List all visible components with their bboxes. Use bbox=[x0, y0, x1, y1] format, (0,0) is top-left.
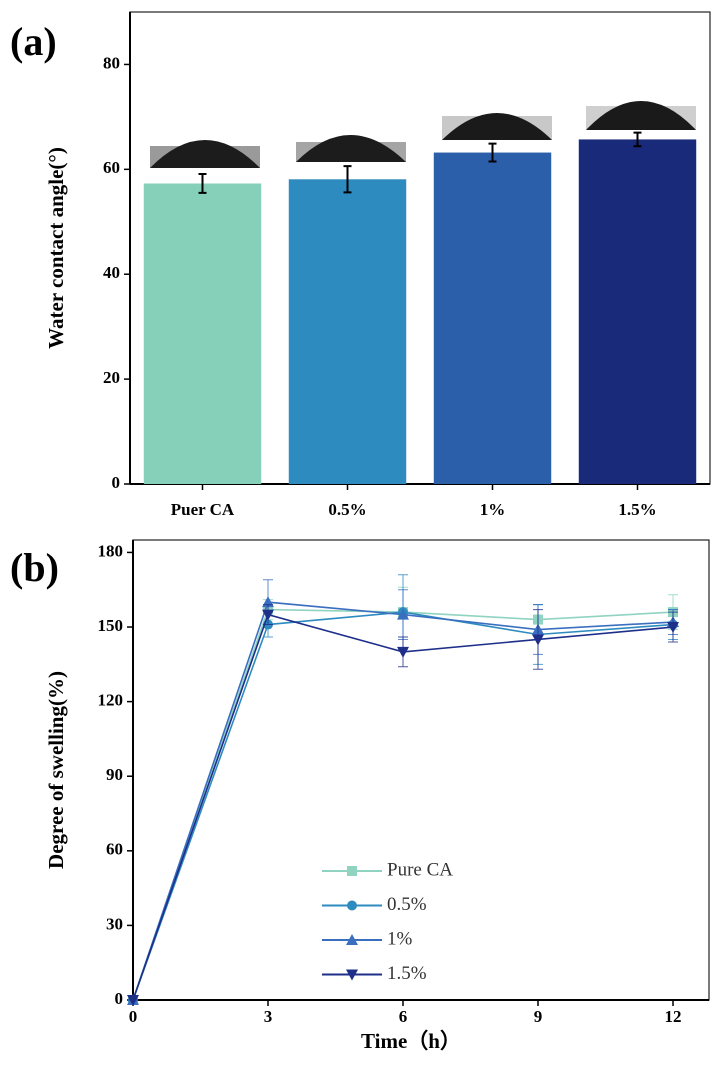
legend-marker bbox=[347, 866, 357, 876]
panel-label: (b) bbox=[10, 545, 59, 590]
panel-label: (a) bbox=[10, 19, 57, 64]
y-tick-label: 180 bbox=[98, 541, 124, 560]
legend-label: 1.5% bbox=[387, 963, 427, 984]
bar bbox=[289, 179, 406, 484]
y-tick-label: 40 bbox=[103, 263, 120, 282]
x-tick-label: Puer CA bbox=[171, 500, 235, 519]
x-tick-label: 0.5% bbox=[328, 500, 366, 519]
y-tick-label: 30 bbox=[106, 914, 123, 933]
bar bbox=[579, 139, 696, 484]
y-axis-title: Degree of swelling(%) bbox=[44, 671, 68, 869]
x-tick-label: 1.5% bbox=[618, 500, 656, 519]
y-tick-label: 60 bbox=[106, 840, 123, 859]
y-tick-label: 60 bbox=[103, 158, 120, 177]
y-tick-label: 120 bbox=[98, 691, 124, 710]
x-tick-label: 12 bbox=[665, 1007, 682, 1026]
x-tick-label: 3 bbox=[264, 1007, 273, 1026]
legend-label: 1% bbox=[387, 928, 413, 949]
x-axis-title: Time（h） bbox=[361, 1029, 461, 1053]
y-axis-title: Water contact angle(°) bbox=[44, 147, 68, 349]
y-tick-label: 0 bbox=[115, 989, 124, 1008]
bar bbox=[144, 183, 261, 484]
y-tick-label: 20 bbox=[103, 368, 120, 387]
legend-label: 0.5% bbox=[387, 894, 427, 915]
figure: 020406080Water contact angle(°)(a)Puer C… bbox=[0, 0, 712, 1070]
bar bbox=[434, 153, 551, 484]
y-tick-label: 80 bbox=[103, 53, 120, 72]
legend-label: Pure CA bbox=[387, 859, 453, 880]
x-tick-label: 9 bbox=[534, 1007, 543, 1026]
y-tick-label: 0 bbox=[112, 473, 121, 492]
x-tick-label: 0 bbox=[129, 1007, 138, 1026]
x-tick-label: 6 bbox=[399, 1007, 408, 1026]
y-tick-label: 150 bbox=[98, 616, 124, 635]
y-tick-label: 90 bbox=[106, 765, 123, 784]
x-tick-label: 1% bbox=[480, 500, 506, 519]
legend-marker bbox=[347, 901, 357, 911]
